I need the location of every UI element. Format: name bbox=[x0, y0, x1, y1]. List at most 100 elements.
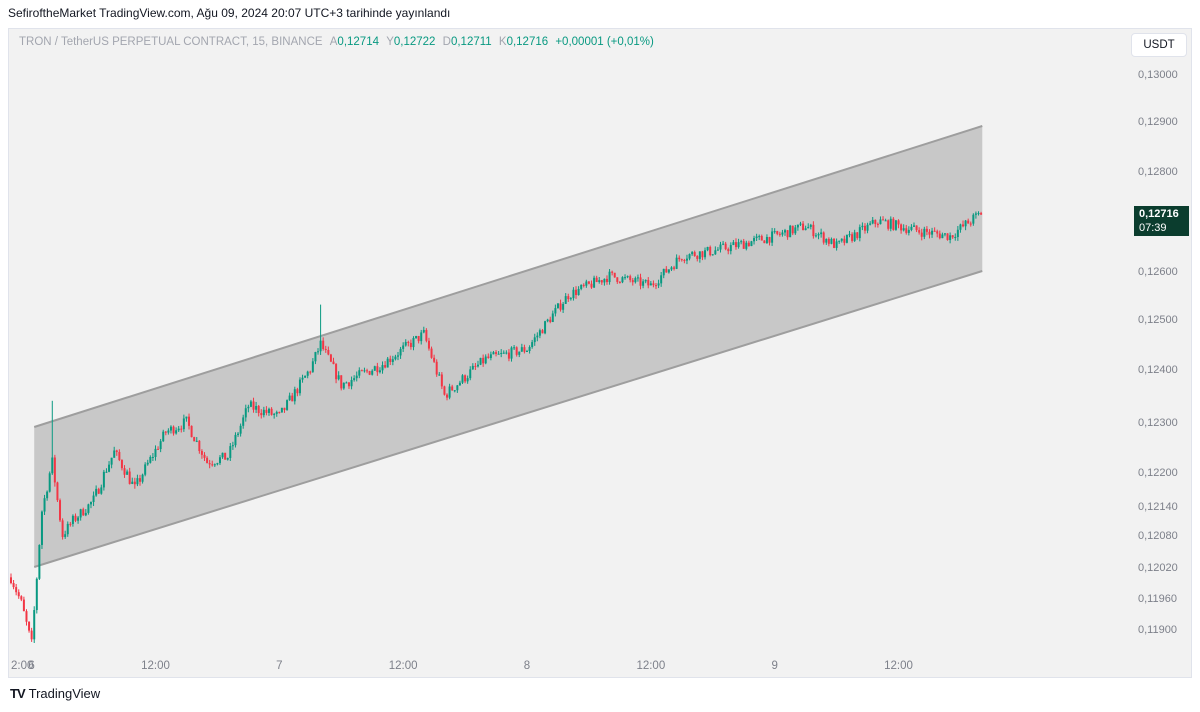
low-value: 0,12711 bbox=[450, 36, 492, 48]
candle-body bbox=[25, 611, 28, 622]
candle-body bbox=[474, 365, 477, 367]
candle-body bbox=[355, 375, 358, 379]
candle-body bbox=[626, 276, 629, 278]
channel-band[interactable] bbox=[34, 126, 983, 567]
candle-body bbox=[768, 237, 771, 243]
candle-body bbox=[613, 272, 616, 278]
candle-body bbox=[97, 488, 100, 494]
candle-body bbox=[763, 240, 766, 244]
tradingview-logo-icon: TV bbox=[10, 686, 26, 701]
candle-body bbox=[48, 473, 51, 492]
y-tick-label: 0,11900 bbox=[1138, 624, 1177, 636]
symbol-name[interactable]: TRON / TetherUS PERPETUAL CONTRACT, 15, … bbox=[19, 36, 323, 48]
candle-body bbox=[799, 223, 802, 225]
candle-body bbox=[949, 235, 952, 240]
candle-body bbox=[464, 375, 467, 382]
candle-body bbox=[113, 450, 116, 458]
candle-body bbox=[781, 232, 784, 235]
candle-body bbox=[784, 230, 786, 233]
candle-body bbox=[931, 230, 934, 235]
candle-body bbox=[144, 464, 147, 475]
x-tick-label: 2:00 bbox=[11, 660, 33, 672]
candle-body bbox=[278, 412, 281, 414]
channel-upper-line[interactable] bbox=[33, 125, 983, 428]
candle-body bbox=[448, 386, 451, 398]
candle-body bbox=[959, 224, 962, 230]
x-tick-label: 12:00 bbox=[884, 660, 913, 672]
candle-body bbox=[216, 463, 219, 465]
candle-body bbox=[286, 400, 289, 410]
candle-body bbox=[193, 437, 196, 442]
candle-body bbox=[515, 347, 518, 355]
candle-body bbox=[685, 258, 688, 261]
candle-body bbox=[644, 280, 647, 282]
candle-body bbox=[575, 289, 578, 296]
candle-body bbox=[647, 280, 650, 286]
candle-body bbox=[876, 223, 879, 225]
candle-body bbox=[149, 457, 152, 463]
candle-body bbox=[673, 267, 676, 269]
candle-body bbox=[711, 254, 714, 256]
candle-body bbox=[747, 242, 750, 247]
candle-body bbox=[925, 228, 928, 232]
channel-lower-line[interactable] bbox=[33, 270, 983, 568]
candle-body bbox=[853, 232, 856, 241]
candle-body bbox=[61, 520, 64, 537]
y-axis[interactable]: 0,13000 0,12900 0,12800 0,12600 0,12500 0,124… bbox=[1138, 69, 1178, 636]
high-value: 0,12722 bbox=[393, 36, 436, 48]
candle-body bbox=[89, 502, 92, 505]
candlestick-chart[interactable]: 0,13000 0,12900 0,12800 0,12600 0,12500 0,124… bbox=[9, 29, 1191, 677]
candle-body bbox=[526, 351, 528, 353]
candles-group bbox=[10, 211, 983, 643]
candle-body bbox=[882, 219, 885, 221]
candle-body bbox=[972, 214, 975, 224]
candle-body bbox=[962, 224, 965, 227]
candle-body bbox=[585, 281, 588, 286]
candle-body bbox=[319, 340, 322, 352]
candle-body bbox=[471, 365, 474, 370]
candle-body bbox=[12, 583, 15, 588]
tradingview-wordmark: TradingView bbox=[28, 686, 101, 701]
candle-body bbox=[38, 544, 41, 579]
candle-body bbox=[185, 416, 188, 419]
candle-body bbox=[229, 446, 232, 458]
candle-body bbox=[892, 218, 895, 230]
candle-body bbox=[175, 430, 178, 434]
candle-body bbox=[368, 371, 371, 375]
candle-body bbox=[378, 370, 381, 373]
candle-body bbox=[510, 347, 513, 359]
x-tick-label: 12:00 bbox=[141, 660, 170, 672]
candle-body bbox=[100, 487, 103, 494]
candle-body bbox=[933, 230, 936, 232]
candle-body bbox=[446, 394, 449, 398]
y-tick-label: 0,12140 bbox=[1138, 501, 1178, 513]
candle-body bbox=[252, 401, 255, 410]
chart-area[interactable]: 0,13000 0,12900 0,12800 0,12600 0,12500 0,124… bbox=[8, 28, 1192, 678]
candle-body bbox=[598, 280, 601, 283]
candle-body bbox=[381, 365, 384, 371]
candle-body bbox=[701, 251, 704, 258]
candle-body bbox=[727, 249, 730, 252]
candle-body bbox=[255, 405, 258, 410]
candle-body bbox=[466, 378, 469, 382]
candle-body bbox=[977, 213, 980, 215]
y-tick-label: 0,12400 bbox=[1138, 364, 1178, 376]
candle-body bbox=[634, 278, 637, 283]
candle-body bbox=[115, 450, 118, 452]
open-value: 0,12714 bbox=[337, 36, 379, 48]
candle-body bbox=[270, 408, 273, 415]
currency-button[interactable]: USDT bbox=[1131, 33, 1187, 57]
x-axis[interactable]: 2:006 12:00 7 12:00 8 12:00 9 12:00 bbox=[11, 660, 913, 672]
candle-body bbox=[513, 347, 516, 349]
candle-body bbox=[451, 386, 454, 391]
candle-body bbox=[402, 345, 405, 349]
close-label: K bbox=[498, 36, 507, 48]
candle-body bbox=[265, 409, 268, 413]
candle-body bbox=[838, 240, 841, 242]
candle-body bbox=[704, 250, 707, 258]
candle-body bbox=[293, 389, 296, 402]
candle-body bbox=[64, 534, 67, 537]
candle-body bbox=[102, 471, 105, 488]
candle-body bbox=[141, 474, 144, 482]
candle-body bbox=[340, 375, 343, 389]
